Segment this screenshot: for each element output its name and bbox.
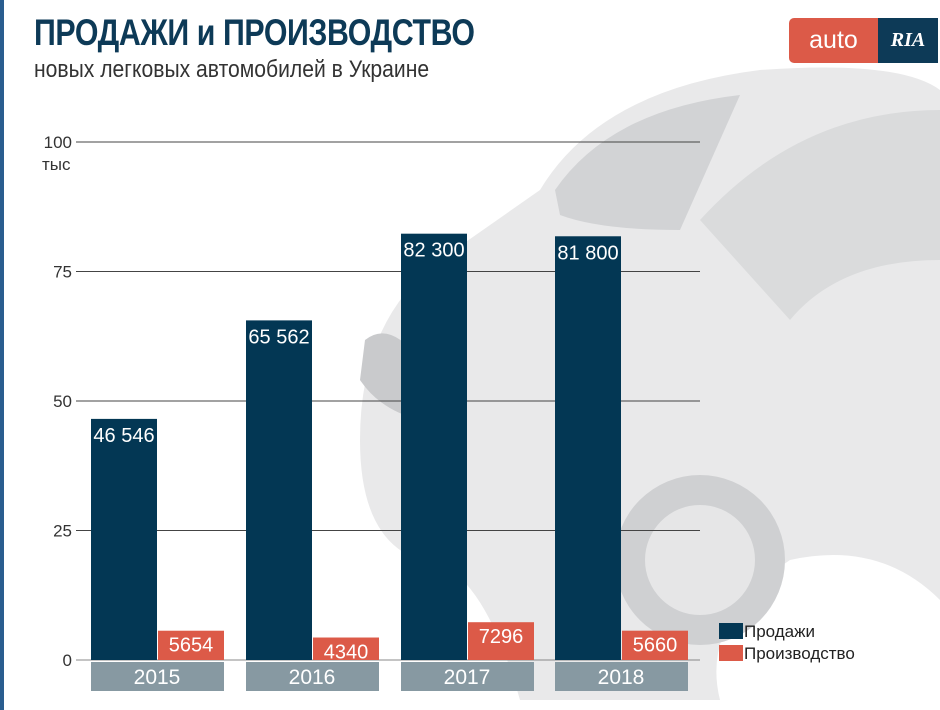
year-box (555, 662, 688, 691)
x-tick-label: 2018 (598, 666, 645, 689)
data-label-sales: 65 562 (248, 326, 309, 348)
logo-ria: RIA (878, 18, 938, 63)
bar-production (313, 637, 379, 660)
y-axis-unit: тыс (42, 155, 71, 174)
page-subtitle: новых легковых автомобилей в Украине (34, 56, 430, 83)
data-label-production: 5654 (169, 635, 214, 657)
legend-label-production: Производство (744, 644, 855, 663)
bar-sales (555, 236, 621, 660)
bar-sales (401, 233, 467, 660)
left-stripe (0, 0, 4, 710)
legend-swatch-sales (719, 623, 743, 639)
bar-sales (246, 320, 312, 660)
y-tick-label: 100 (44, 133, 72, 152)
legend-label-sales: Продажи (744, 622, 815, 641)
y-tick-label: 25 (53, 522, 72, 541)
y-tick-label: 50 (53, 392, 72, 411)
data-label-sales: 81 800 (557, 242, 618, 264)
x-tick-label: 2016 (289, 666, 336, 689)
bar-production (158, 630, 224, 660)
year-box (91, 662, 224, 691)
bar-production (622, 630, 688, 660)
page-title: ПРОДАЖИ и ПРОИЗВОДСТВО (34, 12, 475, 53)
data-label-production: 7296 (479, 626, 524, 648)
legend: Продажи Производство (719, 622, 855, 663)
year-box (246, 662, 379, 691)
bar-production (468, 622, 534, 660)
year-box (401, 662, 534, 691)
bar-sales (91, 418, 157, 660)
data-label-sales: 82 300 (403, 240, 464, 262)
data-label-sales: 46 546 (93, 425, 154, 447)
legend-swatch-production (719, 645, 743, 661)
autoria-logo: auto RIA (789, 18, 938, 63)
x-tick-label: 2017 (444, 666, 491, 689)
y-tick-label: 75 (53, 263, 72, 282)
logo-auto: auto (789, 18, 878, 63)
y-tick-label: 0 (63, 651, 72, 670)
data-label-production: 4340 (324, 642, 369, 664)
x-tick-label: 2015 (134, 666, 181, 689)
data-label-production: 5660 (633, 635, 678, 657)
